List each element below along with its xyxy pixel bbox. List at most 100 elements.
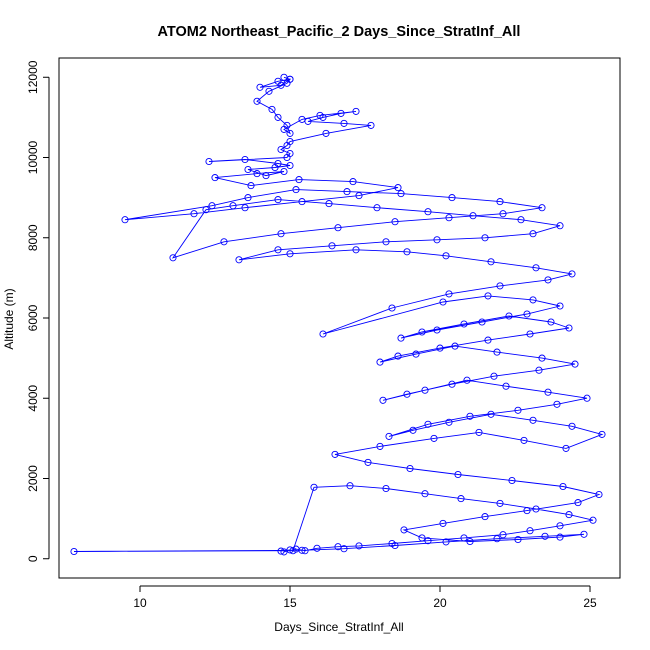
data-point — [385, 432, 393, 440]
data-point — [526, 527, 534, 535]
data-point — [286, 129, 294, 137]
data-point — [424, 537, 432, 545]
data-point — [379, 396, 387, 404]
data-point — [277, 547, 285, 555]
data-point — [376, 442, 384, 450]
data-point — [274, 196, 282, 204]
x-tick-label: 15 — [283, 596, 297, 610]
data-point — [391, 218, 399, 226]
data-point — [529, 416, 537, 424]
plot-frame — [58, 57, 621, 579]
data-point — [409, 426, 417, 434]
data-point — [244, 165, 252, 174]
data-point — [319, 330, 327, 338]
data-point — [205, 157, 213, 166]
data-point — [412, 350, 420, 358]
data-point — [448, 194, 456, 202]
data-point — [391, 541, 399, 550]
data-point — [523, 310, 531, 318]
data-point — [373, 204, 381, 212]
data-point — [268, 105, 276, 113]
data-point — [460, 534, 468, 542]
data-point — [403, 248, 411, 256]
data-point — [451, 342, 459, 350]
data-point — [538, 354, 546, 362]
data-point — [547, 318, 555, 326]
data-point — [334, 224, 342, 232]
data-point — [484, 336, 492, 344]
data-point — [241, 204, 249, 212]
data-point — [529, 296, 537, 304]
data-point — [352, 107, 360, 115]
data-point — [532, 264, 540, 272]
data-point — [544, 388, 552, 396]
data-point — [424, 420, 432, 428]
data-point — [508, 476, 516, 485]
data-point — [247, 182, 255, 190]
data-point — [502, 382, 510, 390]
data-point — [262, 172, 270, 180]
data-point — [283, 121, 291, 129]
data-point — [190, 210, 198, 218]
data-point — [421, 386, 429, 394]
data-point — [340, 119, 348, 127]
data-point — [286, 137, 294, 146]
data-point — [445, 214, 453, 222]
data-point — [421, 490, 429, 498]
data-point — [445, 290, 453, 298]
y-tick-label: 0 — [26, 555, 40, 562]
data-point — [478, 318, 486, 326]
data-point — [121, 216, 129, 224]
data-point — [553, 400, 561, 408]
data-point — [277, 145, 285, 154]
data-point — [481, 513, 489, 521]
data-point — [436, 344, 444, 352]
data-point — [520, 436, 528, 444]
data-point — [583, 394, 591, 402]
x-axis-label: Days_Since_StratInf_All — [274, 620, 403, 634]
plot-area — [58, 57, 621, 579]
data-point — [202, 206, 210, 214]
data-point — [364, 458, 372, 466]
data-point — [352, 246, 360, 254]
data-point — [394, 184, 402, 192]
data-point — [376, 358, 384, 366]
data-point — [484, 292, 492, 300]
data-point — [328, 242, 336, 250]
data-point — [529, 230, 537, 238]
data-point — [316, 111, 324, 119]
data-point — [397, 190, 405, 198]
data-point — [496, 198, 504, 206]
data-point — [499, 210, 507, 218]
data-point — [220, 238, 228, 246]
data-point — [571, 360, 579, 368]
y-axis-label: Altitude (m) — [2, 288, 16, 349]
data-point — [253, 170, 261, 178]
data-point — [595, 490, 603, 499]
data-point — [565, 511, 573, 519]
data-point — [556, 302, 564, 310]
y-axis: 0 2000 4000 6000 8000 10000 12000 — [26, 60, 50, 562]
y-tick-label: 6000 — [26, 304, 40, 331]
data-point — [469, 212, 477, 220]
data-point — [466, 412, 474, 420]
y-tick-label: 8000 — [26, 224, 40, 251]
data-point — [514, 535, 522, 544]
data-point — [235, 256, 243, 264]
data-point — [523, 507, 531, 515]
data-point — [433, 236, 441, 244]
data-point — [418, 328, 426, 336]
data-point — [574, 499, 582, 507]
data-point — [442, 538, 450, 546]
data-point — [556, 222, 564, 230]
y-tick-label: 4000 — [26, 385, 40, 412]
data-point — [274, 246, 282, 254]
data-point — [346, 482, 354, 490]
data-point — [310, 483, 318, 491]
data-point — [481, 234, 489, 242]
y-tick-label: 2000 — [26, 465, 40, 492]
data-point — [589, 516, 597, 524]
data-point — [382, 484, 390, 493]
data-point — [394, 352, 402, 360]
data-point — [448, 380, 456, 388]
